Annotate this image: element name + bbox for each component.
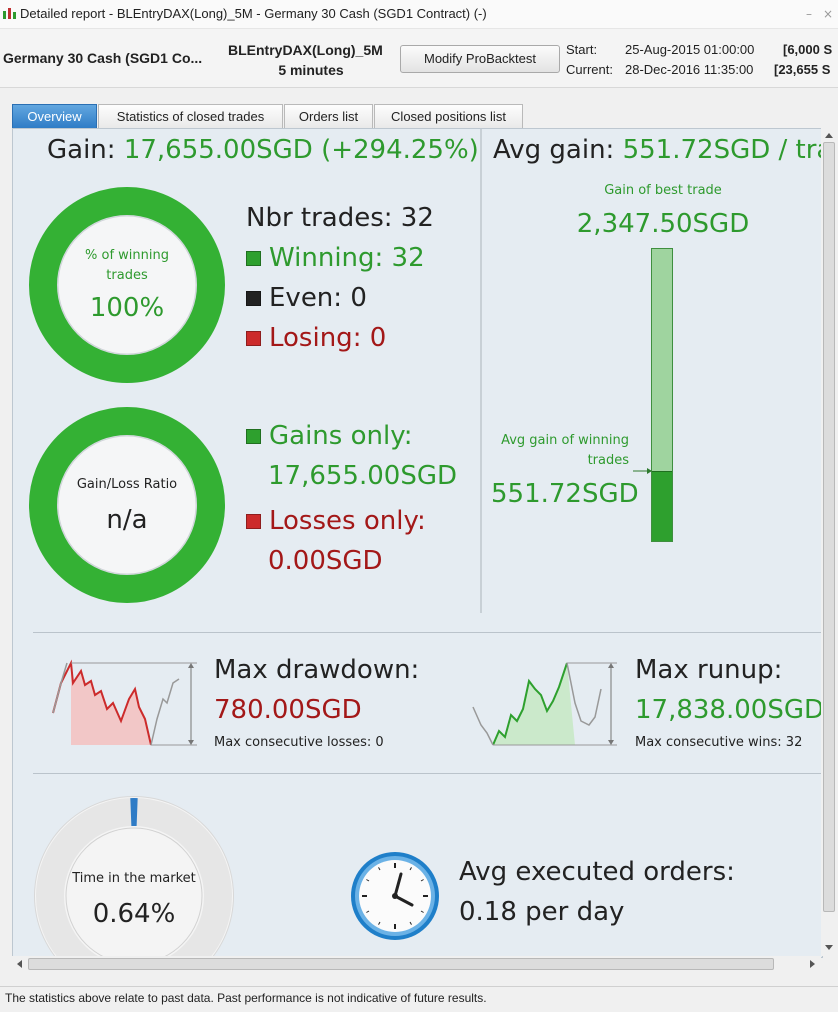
- ratio-ring-label: Gain/Loss Ratio: [76, 477, 178, 492]
- overview-panel: Gain: 17,655.00SGD (+294.25%) Avg gain: …: [12, 128, 823, 958]
- best-trade-value: 2,347.50SGD: [576, 209, 750, 239]
- current-capital: [23,655 S: [774, 62, 831, 77]
- tab-statistics-closed-trades[interactable]: Statistics of closed trades: [98, 104, 283, 128]
- winning-trades-ring: [29, 187, 225, 383]
- avg-gain-value: 551.72SGD / trade: [622, 135, 822, 165]
- start-date: 25-Aug-2015 01:00:00: [625, 42, 755, 57]
- even-count: Even: 0: [246, 283, 367, 313]
- start-label: Start:: [566, 42, 598, 57]
- losing-count: Losing: 0: [246, 323, 386, 353]
- instrument-name: Germany 30 Cash (SGD1 Co...: [3, 50, 203, 66]
- timeframe-label: 5 minutes: [278, 62, 344, 78]
- close-button[interactable]: ×: [823, 7, 834, 21]
- gains-only-value: 17,655.00SGD: [268, 461, 457, 491]
- winning-count-text: Winning: 32: [269, 243, 425, 273]
- gain-value: 17,655.00SGD (+294.25%): [123, 135, 479, 165]
- vertical-scroll-thumb[interactable]: [823, 142, 835, 912]
- losing-count-text: Losing: 0: [269, 323, 387, 353]
- avg-winning-caption: Avg gain of winning trades: [483, 431, 629, 471]
- losses-only-value: 0.00SGD: [268, 546, 383, 576]
- arrow-icon: [633, 468, 652, 474]
- app-chart-icon: [3, 8, 16, 19]
- vertical-scrollbar[interactable]: [821, 128, 836, 956]
- minimize-button[interactable]: –: [806, 7, 812, 21]
- status-footer: The statistics above relate to past data…: [0, 986, 838, 1012]
- drawdown-value: 780.00SGD: [214, 695, 362, 725]
- winning-ring-caption: % of winning trades: [69, 246, 185, 286]
- current-date: 28-Dec-2016 11:35:00: [625, 62, 754, 77]
- avg-winning-fill: [652, 471, 672, 541]
- best-trade-bar: [651, 248, 673, 542]
- ratio-ring-value: n/a: [106, 505, 148, 535]
- tab-orders-list[interactable]: Orders list: [284, 104, 373, 128]
- legend-square-icon: [246, 251, 261, 266]
- time-in-market-label: Time in the market: [72, 871, 196, 886]
- clock-icon: [351, 852, 439, 940]
- gains-only-label: Gains only:: [246, 421, 412, 451]
- winning-ring-label-1: % of winning: [85, 248, 169, 263]
- modify-probacktest-button[interactable]: Modify ProBacktest: [400, 45, 560, 73]
- trades-count: Nbr trades: 32: [246, 203, 434, 233]
- drawdown-label: Max drawdown:: [214, 655, 420, 685]
- legend-square-icon: [246, 429, 261, 444]
- losses-only-label-text: Losses only:: [269, 506, 426, 536]
- window-title: Detailed report - BLEntryDAX(Long)_5M - …: [20, 6, 487, 21]
- best-trade-label: Gain of best trade: [604, 183, 722, 198]
- drawdown-mini-chart: [52, 659, 197, 746]
- winning-ring-value: 100%: [89, 293, 165, 323]
- gain-label: Gain:: [47, 135, 116, 165]
- avg-gain-label: Avg gain:: [493, 135, 615, 165]
- scroll-left-icon[interactable]: [15, 959, 23, 969]
- system-name: BLEntryDAX(Long)_5M: [228, 42, 383, 58]
- disclaimer-text: The statistics above relate to past data…: [5, 991, 487, 1005]
- legend-square-icon: [246, 331, 261, 346]
- legend-square-icon: [246, 514, 261, 529]
- runup-sub: Max consecutive wins: 32: [635, 735, 803, 750]
- gain-loss-ratio-ring: [29, 407, 225, 603]
- drawdown-sub: Max consecutive losses: 0: [214, 735, 384, 750]
- current-label: Current:: [566, 62, 613, 77]
- report-header: Germany 30 Cash (SGD1 Co... BLEntryDAX(L…: [0, 29, 838, 88]
- even-count-text: Even: 0: [269, 283, 367, 313]
- avg-winning-label-2: trades: [587, 453, 629, 468]
- runup-value: 17,838.00SGD: [635, 695, 823, 725]
- runup-label: Max runup:: [635, 655, 783, 685]
- executed-orders-label: Avg executed orders:: [459, 857, 735, 887]
- section-divider: [33, 773, 822, 774]
- gains-only-label-text: Gains only:: [269, 421, 413, 451]
- tab-overview[interactable]: Overview: [12, 104, 97, 128]
- tab-closed-positions-list[interactable]: Closed positions list: [374, 104, 523, 128]
- title-bar: Detailed report - BLEntryDAX(Long)_5M - …: [0, 0, 838, 29]
- winning-count: Winning: 32: [246, 243, 425, 273]
- avg-winning-label-1: Avg gain of winning: [501, 433, 629, 448]
- runup-mini-chart: [472, 662, 617, 746]
- time-in-market-value: 0.64%: [92, 899, 176, 929]
- executed-orders-value: 0.18 per day: [459, 897, 625, 927]
- winning-ring-label-2: trades: [106, 268, 148, 283]
- scroll-up-icon[interactable]: [824, 131, 834, 139]
- scroll-right-icon[interactable]: [809, 959, 817, 969]
- losses-only-label: Losses only:: [246, 506, 426, 536]
- time-in-market-ring: [34, 796, 234, 957]
- column-divider: [480, 129, 482, 613]
- avg-winning-value: 551.72SGD: [491, 479, 639, 509]
- legend-square-icon: [246, 291, 261, 306]
- horizontal-scrollbar[interactable]: [12, 956, 821, 971]
- scroll-down-icon[interactable]: [824, 944, 834, 952]
- horizontal-scroll-thumb[interactable]: [28, 958, 774, 970]
- section-divider: [33, 632, 822, 633]
- gain-summary: Gain: 17,655.00SGD (+294.25%): [47, 135, 479, 165]
- avg-gain-summary: Avg gain: 551.72SGD / trade: [493, 135, 822, 165]
- start-capital: [6,000 S: [783, 42, 833, 57]
